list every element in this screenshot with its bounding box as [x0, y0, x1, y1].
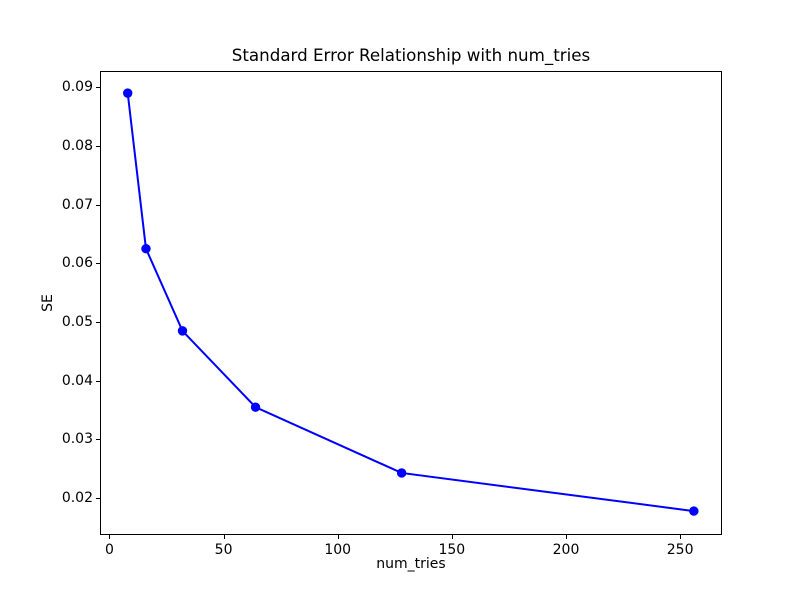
x-tick-mark: [566, 534, 567, 539]
y-tick-mark: [96, 145, 101, 147]
y-tick-label: 0.06: [61, 255, 93, 272]
y-tick-label: 0.04: [61, 372, 93, 389]
y-tick-mark: [96, 263, 101, 265]
x-tick-label: 50: [214, 542, 233, 558]
data-point: [123, 88, 133, 98]
y-tick-label: 0.09: [61, 79, 93, 96]
line-series-plot: [123, 88, 699, 516]
y-tick-mark: [96, 380, 101, 382]
data-point: [141, 243, 151, 254]
y-tick-mark: [96, 439, 101, 441]
data-point: [396, 468, 407, 478]
x-tick-label: 0: [104, 542, 114, 558]
x-tick-label: 250: [666, 542, 694, 558]
x-axis-label: num_tries: [376, 556, 446, 572]
data-point: [177, 326, 188, 336]
x-tick-mark: [680, 534, 682, 539]
y-tick-mark: [96, 322, 101, 324]
chart-title: Standard Error Relationship with num_tri…: [231, 45, 591, 65]
y-tick-label: 0.02: [61, 490, 93, 507]
y-tick-label: 0.07: [61, 196, 93, 213]
x-tick-mark: [337, 534, 339, 539]
y-tick-label: 0.05: [61, 314, 93, 331]
data-point: [689, 506, 699, 516]
y-tick-mark: [96, 498, 101, 500]
y-tick-mark: [96, 87, 101, 89]
x-tick-mark: [223, 534, 225, 539]
series-line: [126, 93, 694, 513]
x-tick-label: 200: [552, 542, 580, 558]
y-tick-label: 0.08: [61, 137, 93, 154]
y-tick-label: 0.03: [61, 431, 93, 448]
x-tick-mark: [451, 534, 453, 539]
x-tick-label: 100: [324, 542, 352, 558]
data-point: [250, 402, 261, 412]
x-tick-mark: [109, 534, 111, 539]
x-tick-label: 150: [438, 542, 466, 558]
y-tick-mark: [96, 204, 101, 206]
y-axis-label: SE: [40, 294, 56, 312]
plot-area: [100, 71, 722, 535]
